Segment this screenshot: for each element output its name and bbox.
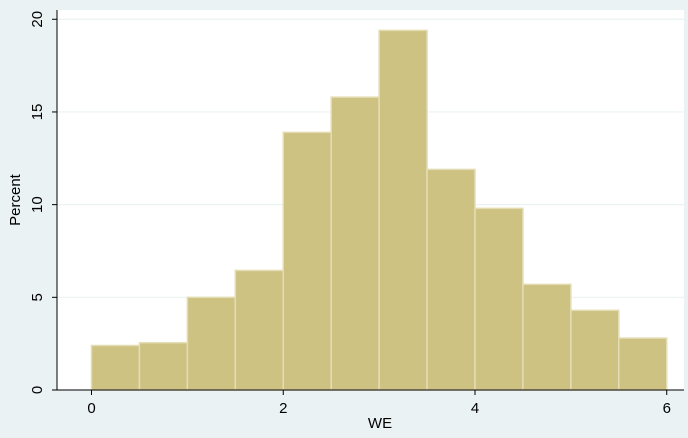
x-tick-label: 2 xyxy=(279,400,287,417)
y-tick-label: 5 xyxy=(29,293,46,301)
y-tick-label: 0 xyxy=(29,386,46,394)
x-axis-label: WE xyxy=(368,415,392,432)
bar xyxy=(90,344,141,391)
bar xyxy=(282,131,332,391)
x-tick-label: 0 xyxy=(87,400,95,417)
bar xyxy=(330,96,380,391)
y-tick-label: 15 xyxy=(29,104,46,121)
x-tick-label: 6 xyxy=(663,400,671,417)
y-tick-label: 20 xyxy=(29,11,46,28)
bar xyxy=(522,283,572,391)
bar xyxy=(138,341,189,391)
bar xyxy=(426,168,476,391)
bar xyxy=(378,29,428,391)
bar xyxy=(570,309,620,391)
y-tick-label: 10 xyxy=(29,196,46,213)
bar xyxy=(474,207,524,391)
bar xyxy=(618,337,668,391)
bar xyxy=(234,269,285,391)
x-tick-label: 4 xyxy=(471,400,479,417)
y-axis-label: Percent xyxy=(7,173,24,226)
bar xyxy=(186,296,237,391)
